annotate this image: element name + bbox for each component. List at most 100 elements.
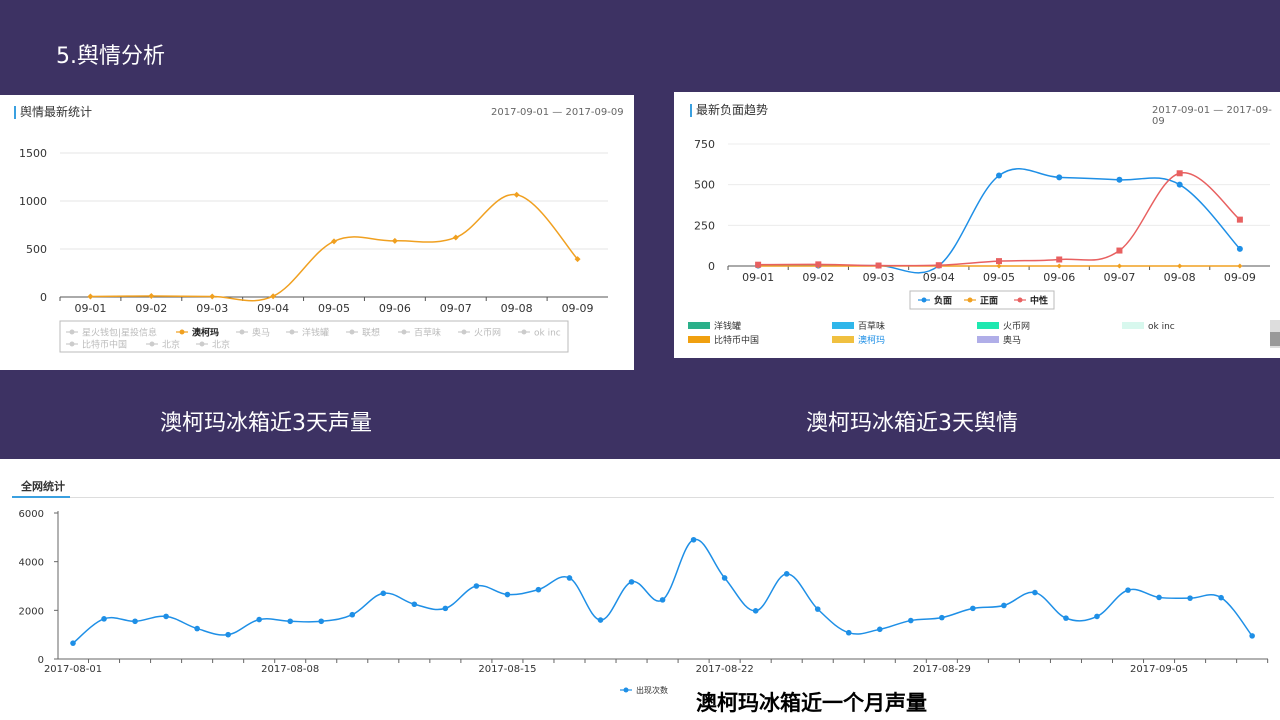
data-point (597, 617, 604, 623)
data-point (1236, 216, 1243, 223)
data-point (331, 238, 337, 245)
legend-swatch (832, 322, 854, 329)
x-tick-label: 09-06 (1043, 271, 1075, 284)
data-point (814, 606, 821, 612)
data-point (1063, 615, 1069, 621)
data-point (970, 605, 976, 612)
data-point (1116, 176, 1123, 183)
data-point (1056, 256, 1063, 263)
caption-bottom: 澳柯玛冰箱近一个月声量 (696, 691, 927, 715)
data-point (148, 293, 155, 300)
negative-trend-chart: 0 250 500 750 09-01 09-02 09-03 09-04 09-05 09-06… (688, 138, 1270, 346)
y-tick-label: 6000 (19, 509, 44, 520)
legend-marker (199, 341, 205, 347)
legend-item: 中性 (1030, 295, 1048, 307)
data-point (1218, 594, 1224, 601)
x-tick-label: 2017-09-05 (1130, 664, 1188, 675)
data-point (287, 618, 294, 625)
y-tick-label: 1000 (19, 195, 47, 208)
negative-trend-title: 最新负面趋势 (690, 104, 768, 117)
x-tick-label: 09-07 (1103, 271, 1135, 284)
x-tick-label: 09-08 (501, 302, 533, 315)
legend-item: 北京 (162, 339, 180, 351)
x-tick-label: 09-01 (74, 302, 106, 315)
legend-item: 联想 (362, 327, 380, 339)
volume-chart-panel: 舆情最新统计 2017-09-01 — 2017-09-09 0 500 1000 1… (0, 95, 634, 370)
data-point (659, 597, 666, 603)
y-tick-label: 750 (694, 138, 715, 151)
legend-marker (967, 297, 973, 303)
data-point (1116, 247, 1123, 254)
legend-swatch (688, 336, 710, 343)
y-tick-label: 500 (694, 179, 715, 192)
legend-marker (69, 329, 75, 335)
legend-marker (401, 329, 407, 335)
x-tick-label: 09-03 (196, 302, 228, 315)
legend-item: 负面 (934, 295, 952, 307)
x-tick-label: 09-02 (135, 302, 167, 315)
data-point (996, 172, 1002, 179)
legend-item: 火币网 (1003, 321, 1030, 332)
legend-marker (69, 341, 75, 347)
data-point (391, 237, 398, 244)
data-point (535, 586, 542, 593)
data-point (628, 579, 635, 585)
series-line (72, 539, 1253, 644)
data-point (1236, 245, 1243, 252)
legend-item: ok inc (1148, 322, 1175, 332)
legend-item: 百草味 (858, 320, 885, 332)
data-point (996, 263, 1002, 269)
data-point (1187, 595, 1193, 601)
y-tick-label: 250 (694, 219, 715, 232)
legend-marker (289, 329, 295, 335)
x-tick-label: 09-01 (742, 271, 774, 284)
legend-marker (921, 297, 927, 303)
legend-item: 北京 (212, 339, 230, 351)
data-point (513, 191, 520, 198)
network-stats-chart: 0 2000 4000 6000 2017-08-01 2017-08-08 2017-08… (19, 509, 1269, 695)
x-tick-label: 09-04 (257, 302, 289, 315)
x-tick-label: 09-04 (923, 271, 955, 284)
data-point (566, 575, 573, 581)
data-point (721, 575, 728, 581)
data-point (1249, 633, 1255, 639)
series-line (758, 172, 1241, 267)
y-tick-label: 500 (26, 243, 47, 256)
data-point (411, 601, 418, 608)
legend-item: 奥马 (252, 327, 270, 339)
volume-chart-title: 舆情最新统计 (14, 106, 92, 119)
series-line (90, 193, 579, 302)
y-tick-label: 2000 (19, 606, 44, 617)
x-tick-label: 09-09 (562, 302, 594, 315)
x-tick-label: 2017-08-08 (261, 664, 319, 675)
y-tick-label: 4000 (19, 558, 44, 569)
data-point (996, 258, 1002, 265)
data-point (1125, 587, 1131, 593)
x-tick-label: 09-03 (863, 271, 895, 284)
legend-scrollbar-thumb[interactable] (1270, 332, 1280, 346)
legend-marker (239, 329, 245, 335)
legend-item: 洋钱罐 (714, 320, 741, 332)
data-point (101, 616, 107, 622)
data-point (1094, 613, 1100, 620)
legend-scrollbar[interactable] (1270, 320, 1280, 348)
x-tick-label: 09-02 (802, 271, 834, 284)
x-tick-label: 2017-08-29 (913, 664, 971, 675)
caption-right: 澳柯玛冰箱近3天舆情 (806, 411, 1018, 436)
x-tick-label: 2017-08-22 (696, 664, 754, 675)
data-point (1177, 263, 1183, 269)
tab-network-stats[interactable]: 全网统计 (21, 480, 65, 493)
legend-swatch (832, 336, 854, 343)
negative-trend-panel: 最新负面趋势 2017-09-01 — 2017-09-09 0 250 500 75… (674, 92, 1280, 358)
x-tick-label: 09-09 (1224, 271, 1256, 284)
data-point (935, 262, 942, 269)
y-tick-label: 1500 (19, 147, 47, 160)
caption-left: 澳柯玛冰箱近3天声量 (160, 411, 372, 436)
legend-marker (461, 329, 467, 335)
legend-swatch (977, 336, 999, 343)
data-point (1056, 174, 1063, 181)
data-point (875, 262, 882, 269)
data-point (70, 640, 76, 646)
legend-item: 奥马 (1003, 334, 1021, 346)
legend-item: 星火钱包|星投信息 (82, 327, 157, 339)
